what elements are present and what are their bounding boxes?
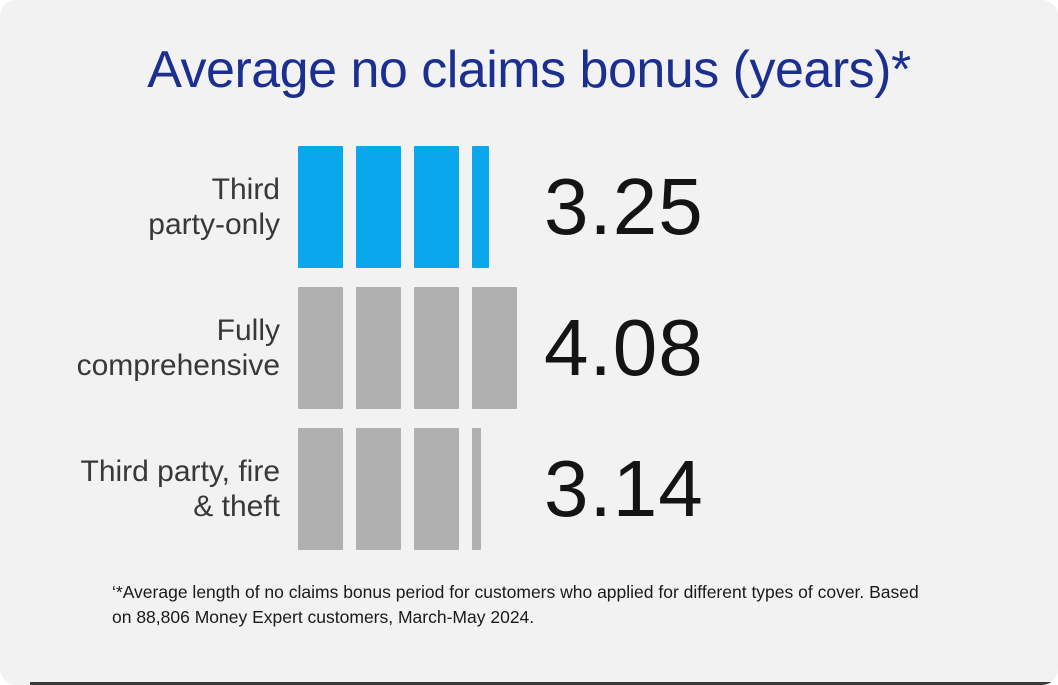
bar-row: Fully comprehensive 4.08 (0, 287, 1058, 409)
bar-segment (414, 428, 459, 550)
bar-segment (298, 287, 343, 409)
bar-segment-partial (472, 428, 481, 550)
bar-segments (298, 287, 520, 409)
bar-segment (356, 428, 401, 550)
bar-rows: Third party-only 3.25 Fully comprehensive 4.0… (0, 146, 1058, 550)
row-label-line: Third party, fire (80, 454, 281, 488)
row-label-line: & theft (193, 490, 280, 523)
bar-segments (298, 428, 520, 550)
value-label: 4.08 (544, 303, 704, 392)
bar-segment (356, 146, 401, 268)
footnote-text: ‘*Average length of no claims bonus peri… (112, 582, 919, 627)
bar-segment (356, 287, 401, 409)
row-label: Third party-only (0, 172, 280, 243)
row-label: Fully comprehensive (0, 313, 280, 384)
row-label-line: Fully (216, 313, 280, 347)
value-label: 3.25 (544, 162, 704, 251)
bar-segment (414, 146, 459, 268)
bar-segment (298, 146, 343, 268)
bar-row: Third party-only 3.25 (0, 146, 1058, 268)
chart-title: Average no claims bonus (years)* (147, 41, 911, 99)
bar-segment-partial (472, 146, 489, 268)
bar-segments (298, 146, 520, 268)
bottom-divider (30, 682, 1052, 685)
bar-row: Third party, fire & theft 3.14 (0, 428, 1058, 550)
row-label-line: Third (211, 172, 280, 206)
bar-segment (414, 287, 459, 409)
row-label-line: party-only (148, 208, 280, 241)
bar-segment (298, 428, 343, 550)
bar-segment (472, 287, 517, 409)
value-label: 3.14 (544, 444, 704, 533)
row-label: Third party, fire & theft (0, 454, 281, 525)
row-label-line: comprehensive (76, 349, 280, 382)
